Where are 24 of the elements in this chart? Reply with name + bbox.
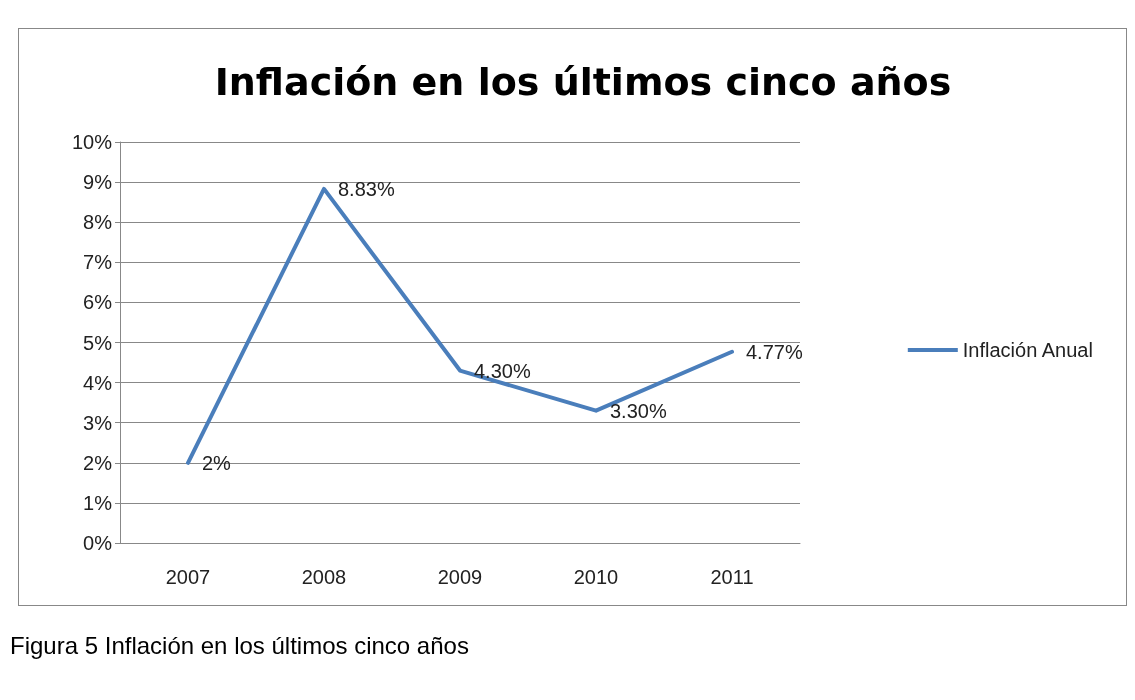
data-label: 4.30%	[474, 359, 531, 382]
x-tick-label: 2008	[301, 566, 347, 588]
data-label: 3.30%	[610, 399, 667, 422]
data-label: 2%	[202, 451, 232, 474]
y-tick-label: 9%	[83, 171, 113, 194]
y-tick-label: 6%	[83, 291, 113, 314]
y-tick-label: 7%	[83, 251, 113, 274]
x-tick-label: 2010	[573, 566, 619, 588]
y-tick-label: 1%	[83, 491, 113, 514]
text: Figura 5 Inflación en los últimos cinco años	[10, 631, 469, 659]
y-tick-label: 4%	[83, 371, 113, 394]
y-tick-label: 8%	[83, 211, 113, 234]
x-tick-label: 2009	[437, 566, 483, 588]
x-tick-label: 2007	[165, 566, 211, 588]
y-tick-label: 2%	[83, 451, 113, 474]
data-label: 8.83%	[338, 177, 395, 200]
y-tick-label: 0%	[83, 532, 113, 554]
data-label: 4.77%	[746, 340, 803, 363]
x-tick-label: 2011	[710, 566, 754, 588]
y-tick-label: 5%	[83, 331, 113, 354]
y-tick-label: 3%	[83, 411, 113, 434]
y-tick-label: 10%	[71, 131, 113, 153]
legend-label: Inflación Anual	[962, 339, 1093, 361]
chart-title: Inflación en los últimos cinco años	[214, 60, 952, 104]
